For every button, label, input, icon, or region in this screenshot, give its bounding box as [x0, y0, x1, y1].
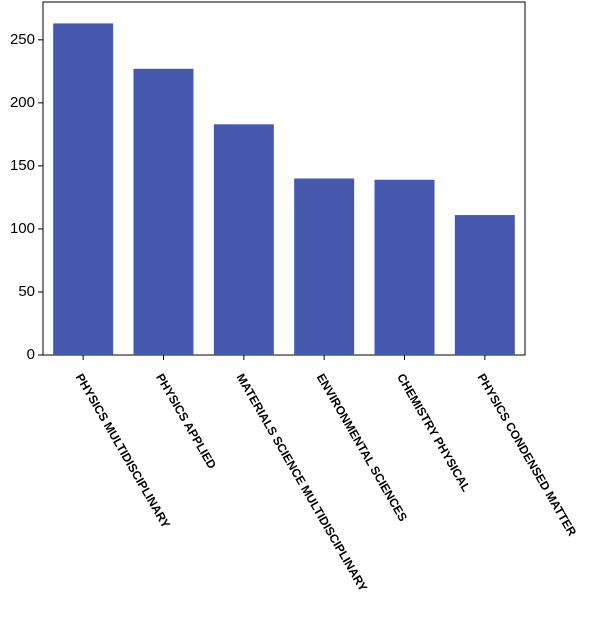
y-tick-label: 200: [10, 94, 35, 111]
y-tick-label: 250: [10, 31, 35, 48]
bar: [213, 124, 274, 356]
x-tick-label: MATERIALS SCIENCE MULTIDISCIPLINARY: [233, 371, 370, 594]
bar: [53, 23, 114, 356]
x-tick-label: PHYSICS CONDENSED MATTER: [474, 371, 579, 539]
bar: [133, 68, 194, 355]
plot-frame: [42, 1, 526, 356]
x-tick-label: PHYSICS APPLIED: [153, 371, 219, 471]
bar: [294, 178, 355, 355]
y-tick-label: 150: [10, 157, 35, 174]
y-tick-label: 100: [10, 220, 35, 237]
y-tick-label: 50: [18, 283, 35, 300]
y-tick-label: 0: [27, 346, 35, 363]
x-tick-label: CHEMISTRY PHYSICAL: [394, 371, 473, 494]
x-tick-label: ENVIRONMENTAL SCIENCES: [314, 371, 410, 524]
x-tick-label: PHYSICS MULTIDISCIPLINARY: [73, 371, 173, 530]
bar: [374, 179, 435, 355]
bar: [454, 215, 515, 355]
